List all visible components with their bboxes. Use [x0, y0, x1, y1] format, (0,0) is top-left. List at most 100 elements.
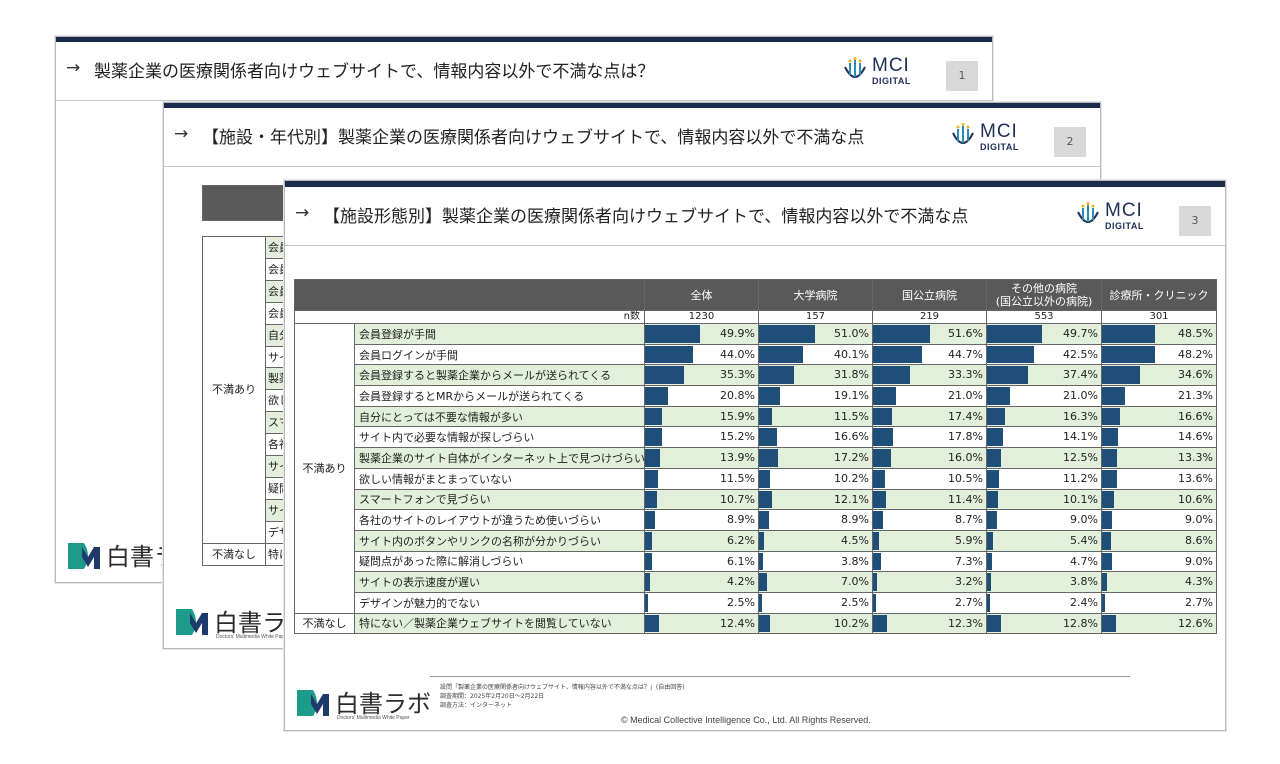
value-cell: 9.0% — [1101, 509, 1217, 531]
row-label: 自分にとっては不要な情報が多い — [354, 405, 645, 428]
value-bar — [873, 428, 893, 447]
digital-text: DIGITAL — [980, 142, 1019, 152]
value-bar — [873, 511, 883, 529]
table-row: スマートフォンで見づらい 10.7% 12.1% 11.4% 10.1% 10.6% — [295, 488, 1217, 511]
value-label: 16.3% — [1063, 409, 1098, 423]
column-header: 診療所・クリニック — [1101, 279, 1217, 311]
value-bar — [759, 428, 778, 447]
value-bar — [873, 325, 930, 343]
value-bar — [1102, 366, 1141, 385]
value-bar — [759, 345, 804, 364]
value-cell: 11.4% — [872, 488, 987, 511]
value-bar — [987, 366, 1029, 385]
value-cell: 15.2% — [644, 426, 759, 449]
value-cell: 11.5% — [758, 405, 873, 428]
value-bar — [759, 469, 771, 488]
value-cell: 2.4% — [986, 591, 1102, 614]
category-cell: 不満あり — [294, 323, 355, 614]
value-bar — [987, 407, 1005, 426]
value-label: 31.8% — [834, 368, 869, 382]
value-label: 10.2% — [834, 471, 869, 485]
value-label: 6.2% — [727, 533, 755, 547]
value-bar — [987, 490, 999, 509]
slide-title: 【施設形態別】製薬企業の医療関係者向けウェブサイトで、情報内容以外で不満な点 — [323, 207, 969, 227]
value-bar — [873, 490, 886, 509]
value-label: 51.0% — [834, 327, 869, 340]
slide-header: → 製薬企業の医療関係者向けウェブサイトで、情報内容以外で不満な点は？ MCI … — [56, 42, 992, 101]
value-bar — [873, 593, 876, 612]
slide-topbar — [56, 37, 992, 42]
n-value: 301 — [1101, 310, 1217, 324]
value-cell: 4.2% — [644, 571, 759, 593]
arrow-icon: → — [295, 203, 310, 223]
mci-text: MCI — [872, 55, 910, 76]
slide-header: → 【施設・年代別】製薬企業の医療関係者向けウェブサイトで、情報内容以外で不満な… — [164, 108, 1100, 167]
value-bar — [987, 552, 993, 571]
value-cell: 3.2% — [872, 571, 987, 593]
value-cell: 7.0% — [758, 571, 873, 593]
value-cell: 12.1% — [758, 488, 873, 511]
mci-text: MCI — [1105, 200, 1143, 221]
value-cell: 13.9% — [644, 447, 759, 469]
value-bar — [873, 345, 923, 364]
value-label: 4.3% — [1185, 575, 1213, 589]
value-bar — [645, 449, 661, 467]
value-cell: 49.7% — [986, 323, 1102, 345]
table-row: 製薬企業のサイト自体がインターネット上で見つけづらい 13.9% 17.2% 16.0… — [295, 447, 1217, 469]
value-cell: 10.2% — [758, 467, 873, 490]
value-label: 6.1% — [727, 554, 755, 568]
value-bar — [1102, 449, 1117, 467]
row-label: 会員登録すると製薬企業からメールが送られてくる — [354, 364, 645, 387]
category-label: 不満あり — [212, 383, 256, 396]
slide-header: → 【施設形態別】製薬企業の医療関係者向けウェブサイトで、情報内容以外で不満な点… — [285, 187, 1225, 246]
value-cell: 44.7% — [872, 343, 987, 366]
value-label: 3.2% — [955, 575, 983, 589]
value-bar — [645, 387, 668, 405]
value-label: 2.7% — [955, 595, 983, 609]
category-label: 不満なし — [212, 548, 256, 561]
row-label: サイト内で必要な情報が探しづらい — [354, 426, 645, 449]
value-cell: 48.2% — [1101, 343, 1217, 366]
value-bar — [873, 531, 880, 550]
value-label: 12.1% — [834, 492, 869, 506]
value-cell: 10.6% — [1101, 488, 1217, 511]
value-cell: 5.9% — [872, 529, 987, 552]
value-label: 2.5% — [727, 595, 755, 609]
value-cell: 40.1% — [758, 343, 873, 366]
slide-title: 【施設・年代別】製薬企業の医療関係者向けウェブサイトで、情報内容以外で不満な点 — [202, 128, 865, 148]
value-label: 8.9% — [727, 513, 755, 527]
value-label: 5.9% — [955, 533, 983, 547]
value-label: 16.0% — [948, 451, 983, 465]
value-label: 10.5% — [948, 471, 983, 485]
value-label: 48.5% — [1178, 327, 1213, 340]
row-label: 会員登録するとMRからメールが送られてくる — [354, 385, 645, 407]
value-bar — [1102, 428, 1119, 447]
value-label: 7.0% — [841, 575, 869, 589]
value-cell: 10.1% — [986, 488, 1102, 511]
arrow-icon: → — [66, 58, 81, 78]
value-cell: 12.8% — [986, 612, 1102, 635]
value-label: 44.7% — [948, 347, 983, 361]
value-cell: 49.9% — [644, 323, 759, 345]
value-label: 49.7% — [1063, 327, 1098, 340]
value-label: 51.6% — [948, 327, 983, 340]
value-label: 3.8% — [841, 554, 869, 568]
value-bar — [1102, 614, 1116, 633]
value-cell: 17.2% — [758, 447, 873, 469]
value-bar — [759, 614, 771, 633]
value-bar — [873, 407, 893, 426]
mci-logo-icon — [844, 57, 866, 78]
survey-table: 全体 大学病院 国公立病院 その他の病院 (国公立以外の病院) 診療所・クリニッ… — [294, 279, 1217, 635]
value-bar — [987, 573, 992, 591]
digital-text: DIGITAL — [872, 76, 911, 86]
value-cell: 11.2% — [986, 467, 1102, 490]
footnote-line: 調査方法：インターネット — [440, 702, 513, 709]
footnote-line: 設問「製薬企業の医療関係者向けウェブサイト、情報内容以外で不満な点は？」(自由回… — [440, 684, 685, 691]
value-cell: 35.3% — [644, 364, 759, 387]
value-bar — [1102, 325, 1156, 343]
value-bar — [873, 366, 910, 385]
value-bar — [1102, 387, 1126, 405]
value-cell: 9.0% — [1101, 550, 1217, 573]
table-row: 欲しい情報がまとまっていない 11.5% 10.2% 10.5% 11.2% 13.6% — [295, 467, 1217, 490]
column-header: 国公立病院 — [872, 279, 987, 311]
